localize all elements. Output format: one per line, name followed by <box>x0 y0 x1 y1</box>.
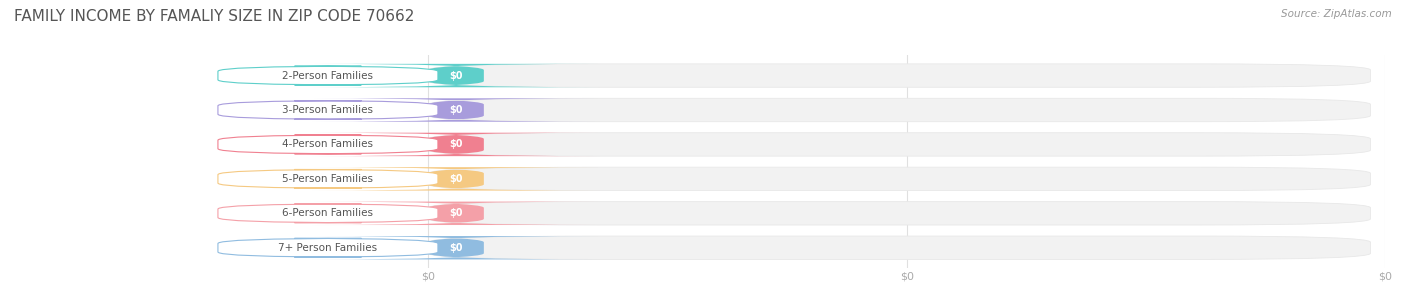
FancyBboxPatch shape <box>429 236 1371 260</box>
FancyBboxPatch shape <box>312 98 600 122</box>
Text: $0: $0 <box>450 243 463 253</box>
Text: $0: $0 <box>450 105 463 115</box>
Text: FAMILY INCOME BY FAMALIY SIZE IN ZIP CODE 70662: FAMILY INCOME BY FAMALIY SIZE IN ZIP COD… <box>14 9 415 24</box>
FancyBboxPatch shape <box>429 167 1371 191</box>
FancyBboxPatch shape <box>429 133 1371 156</box>
Text: $0: $0 <box>450 208 463 218</box>
FancyBboxPatch shape <box>218 135 437 154</box>
Text: Source: ZipAtlas.com: Source: ZipAtlas.com <box>1281 9 1392 19</box>
FancyBboxPatch shape <box>312 64 600 87</box>
FancyBboxPatch shape <box>218 204 437 223</box>
Text: 6-Person Families: 6-Person Families <box>283 208 374 218</box>
Text: $0: $0 <box>450 70 463 81</box>
FancyBboxPatch shape <box>429 202 1371 225</box>
Text: $0: $0 <box>450 174 463 184</box>
FancyBboxPatch shape <box>218 239 437 257</box>
FancyBboxPatch shape <box>312 202 600 225</box>
FancyBboxPatch shape <box>218 101 437 119</box>
Text: 4-Person Families: 4-Person Families <box>283 139 374 149</box>
FancyBboxPatch shape <box>218 66 437 85</box>
FancyBboxPatch shape <box>312 236 600 260</box>
Text: 7+ Person Families: 7+ Person Families <box>278 243 377 253</box>
Text: 5-Person Families: 5-Person Families <box>283 174 374 184</box>
Text: 2-Person Families: 2-Person Families <box>283 70 374 81</box>
FancyBboxPatch shape <box>312 133 600 156</box>
FancyBboxPatch shape <box>218 170 437 188</box>
FancyBboxPatch shape <box>429 64 1371 87</box>
FancyBboxPatch shape <box>429 98 1371 122</box>
Text: $0: $0 <box>450 139 463 149</box>
Text: 3-Person Families: 3-Person Families <box>283 105 374 115</box>
FancyBboxPatch shape <box>312 167 600 191</box>
